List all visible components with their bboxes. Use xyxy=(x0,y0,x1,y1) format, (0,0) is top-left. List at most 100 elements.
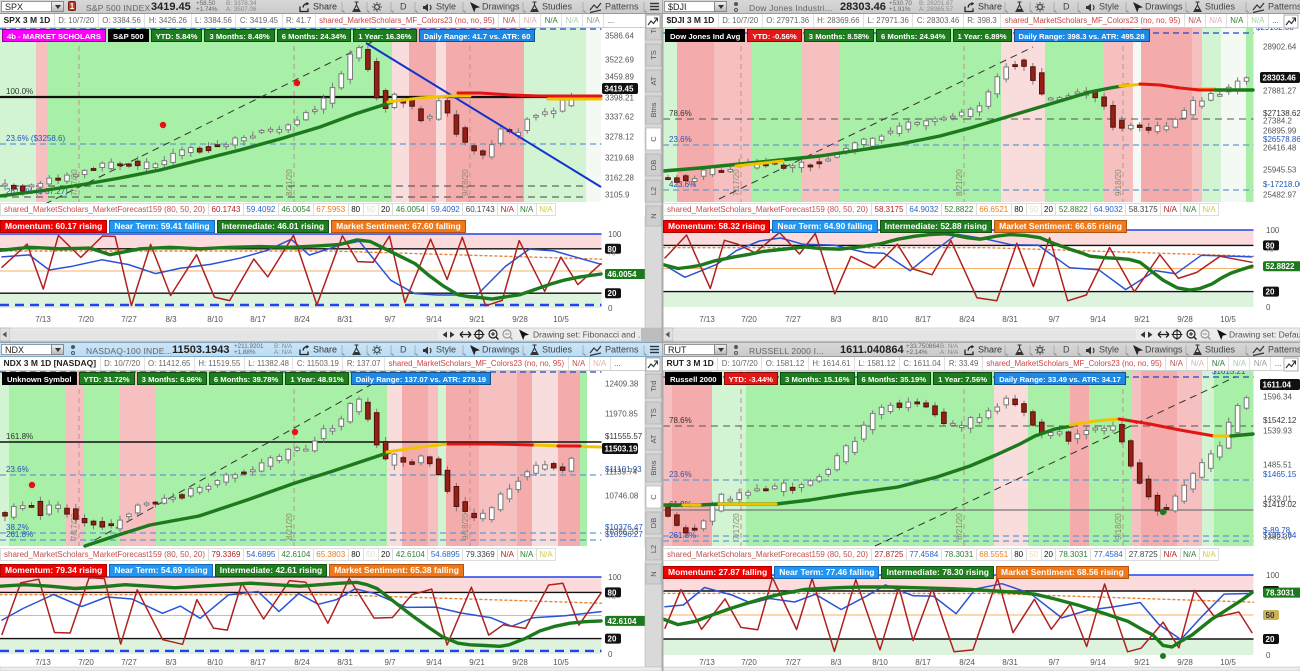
svg-text:25482.97: 25482.97 xyxy=(1263,191,1297,200)
svg-text:$1465.15: $1465.15 xyxy=(1263,470,1297,479)
svg-text:100: 100 xyxy=(1266,226,1280,235)
svg-text:26416.48: 26416.48 xyxy=(1263,144,1297,153)
svg-text:N: N xyxy=(649,571,658,576)
svg-text:7/17/20: 7/17/20 xyxy=(732,513,741,540)
svg-text:3419.45: 3419.45 xyxy=(605,85,634,94)
svg-text:12409.38: 12409.38 xyxy=(605,380,639,389)
svg-text:9/18/20: 9/18/20 xyxy=(461,169,470,196)
svg-text:75: 75 xyxy=(1266,247,1274,254)
svg-text:N: N xyxy=(649,213,658,218)
svg-text:Btns: Btns xyxy=(649,460,658,475)
svg-text:9/7: 9/7 xyxy=(1048,315,1060,324)
svg-text:Trd: Trd xyxy=(649,381,658,392)
svg-text:7/13: 7/13 xyxy=(35,315,51,324)
svg-text:3586.64: 3586.64 xyxy=(605,32,634,41)
svg-text:11503.19: 11503.19 xyxy=(605,445,638,454)
svg-text:Studies: Studies xyxy=(542,2,573,12)
svg-text:28303.46: 28303.46 xyxy=(1263,74,1297,83)
svg-text:8/17: 8/17 xyxy=(915,315,931,324)
svg-text:80: 80 xyxy=(608,588,617,597)
svg-text:10/5: 10/5 xyxy=(1220,315,1236,324)
svg-text:Style: Style xyxy=(436,2,456,12)
svg-text:8/31: 8/31 xyxy=(337,658,353,667)
svg-text:50: 50 xyxy=(1266,611,1275,620)
svg-text:20: 20 xyxy=(1266,288,1275,297)
svg-text:9/14: 9/14 xyxy=(1090,658,1106,667)
svg-text:20: 20 xyxy=(608,635,617,644)
svg-text:7/20: 7/20 xyxy=(741,315,757,324)
svg-text:9/21: 9/21 xyxy=(1134,315,1150,324)
svg-text:8/3: 8/3 xyxy=(830,315,842,324)
svg-text:C: C xyxy=(649,136,658,142)
svg-text:$27138.62: $27138.62 xyxy=(1263,109,1300,118)
svg-text:75: 75 xyxy=(608,251,616,258)
svg-text:D: D xyxy=(400,2,407,12)
svg-text:9/28: 9/28 xyxy=(512,658,528,667)
svg-text:Patterns: Patterns xyxy=(605,345,639,355)
svg-text:8/31: 8/31 xyxy=(337,315,353,324)
svg-text:9/28: 9/28 xyxy=(1177,658,1193,667)
svg-text:TS: TS xyxy=(649,50,658,60)
svg-text:9/28: 9/28 xyxy=(512,315,528,324)
svg-text:$11555.57: $11555.57 xyxy=(605,432,643,441)
svg-text:25945.53: 25945.53 xyxy=(1263,166,1297,175)
svg-text:100.0%: 100.0% xyxy=(6,87,33,96)
svg-text:L2: L2 xyxy=(649,187,658,195)
svg-text:AT: AT xyxy=(649,76,658,85)
svg-text:$1542.12: $1542.12 xyxy=(1263,416,1297,425)
svg-text:8/10: 8/10 xyxy=(872,658,888,667)
svg-text:9/21: 9/21 xyxy=(469,658,485,667)
svg-text:Drawing set: Fibonacci and ...: Drawing set: Fibonacci and ... xyxy=(533,330,645,340)
svg-text:7/20: 7/20 xyxy=(78,315,94,324)
svg-text:Style: Style xyxy=(1099,345,1119,355)
svg-text:9/14: 9/14 xyxy=(426,658,442,667)
svg-text:Style: Style xyxy=(436,345,456,355)
svg-text:28902.64: 28902.64 xyxy=(1263,43,1297,52)
svg-text:78.6%: 78.6% xyxy=(669,109,692,118)
svg-text:L2: L2 xyxy=(649,545,658,553)
svg-text:23.6%: 23.6% xyxy=(6,465,29,474)
svg-text:7/13: 7/13 xyxy=(699,658,715,667)
svg-text:8/3: 8/3 xyxy=(165,658,177,667)
svg-text:9/7: 9/7 xyxy=(1048,658,1060,667)
svg-text:3398.21: 3398.21 xyxy=(605,94,634,103)
svg-text:161.8%: 161.8% xyxy=(6,432,33,441)
svg-text:8/24: 8/24 xyxy=(294,315,310,324)
svg-text:23.6%: 23.6% xyxy=(669,135,692,144)
svg-text:8/3: 8/3 xyxy=(830,658,842,667)
svg-text:9/18/20: 9/18/20 xyxy=(461,513,470,540)
svg-text:$10376.47: $10376.47 xyxy=(605,523,643,532)
svg-text:1485.51: 1485.51 xyxy=(1263,461,1292,470)
svg-text:3337.62: 3337.62 xyxy=(605,113,634,122)
svg-text:8/31: 8/31 xyxy=(1002,658,1018,667)
svg-text:7/27: 7/27 xyxy=(121,658,137,667)
svg-text:7/20: 7/20 xyxy=(741,658,757,667)
svg-text:8/21/20: 8/21/20 xyxy=(285,169,294,196)
svg-text:D: D xyxy=(400,345,407,355)
svg-text:8/21/20: 8/21/20 xyxy=(955,169,964,196)
svg-text:9/28: 9/28 xyxy=(1177,315,1193,324)
svg-text:11139.74: 11139.74 xyxy=(605,468,638,477)
svg-text:$10296.27: $10296.27 xyxy=(605,530,643,539)
svg-text:Share: Share xyxy=(313,2,337,12)
svg-text:9/18/20: 9/18/20 xyxy=(1114,169,1123,196)
svg-text:1539.93: 1539.93 xyxy=(1263,427,1292,436)
svg-text:261.8%: 261.8% xyxy=(669,531,696,540)
svg-text:$1361.64: $1361.64 xyxy=(1263,531,1297,540)
svg-text:8/10: 8/10 xyxy=(207,658,223,667)
svg-text:27384.2: 27384.2 xyxy=(1263,117,1292,126)
svg-text:Drawings: Drawings xyxy=(1145,345,1183,355)
svg-text:8/3: 8/3 xyxy=(165,315,177,324)
svg-text:$26578.86: $26578.86 xyxy=(1263,135,1300,144)
svg-text:78.3031: 78.3031 xyxy=(1266,589,1295,598)
svg-text:10/5: 10/5 xyxy=(553,315,569,324)
svg-text:10/5: 10/5 xyxy=(1220,658,1236,667)
svg-text:TS: TS xyxy=(649,408,658,418)
svg-text:Share: Share xyxy=(313,345,337,355)
svg-text:100: 100 xyxy=(608,573,622,582)
svg-text:1433.01: 1433.01 xyxy=(1263,495,1292,504)
svg-text:$1615.21: $1615.21 xyxy=(1212,367,1246,376)
svg-text:11970.85: 11970.85 xyxy=(605,410,638,419)
svg-text:100: 100 xyxy=(1266,571,1280,580)
svg-text:8/31: 8/31 xyxy=(1002,315,1018,324)
